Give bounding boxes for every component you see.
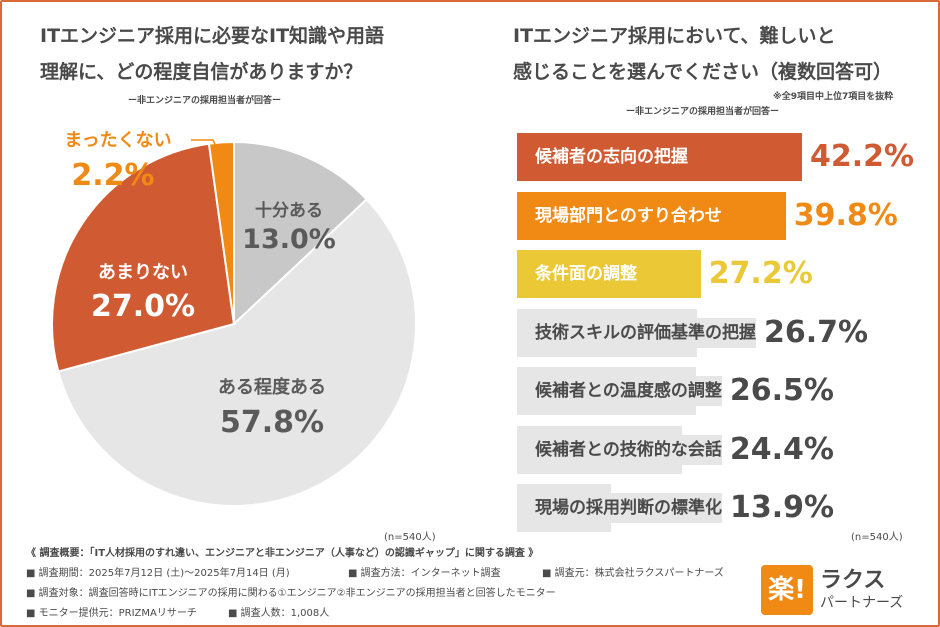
survey-org: ■ 調査元：株式会社ラクスパートナーズ (542, 568, 724, 579)
pie-subtitle: ー非エンジニアの採用担当者が回答ー (128, 96, 282, 106)
bar-value-label: 42.2% (810, 139, 915, 174)
bar-subtitle: ー非エンジニアの採用担当者が回答ー (626, 107, 780, 117)
bar-category-label: 候補者との温度感の調整 (535, 376, 722, 406)
bar-value-label: 26.7% (764, 314, 869, 350)
pie-slice-label: ある程度ある (218, 376, 326, 398)
survey-period: ■ 調査期間：2025年7月12日 (土)～2025年7月14日 (月) (26, 568, 290, 579)
pie-slice-label: 十分ある (255, 200, 323, 221)
bar-category-label: 候補者との技術的な会話 (535, 434, 722, 465)
bar (517, 250, 701, 298)
logo-subname: パートナーズ (820, 595, 904, 611)
pie-slice (51, 142, 236, 373)
bar-category-label: 現場の採用判断の標準化 (535, 493, 722, 523)
bar-sample-size: (n=540人) (851, 532, 903, 543)
pie-slice-value: 2.2% (71, 158, 154, 193)
bar-value-label: 13.9% (730, 490, 835, 525)
logo-mark: 楽! (761, 565, 813, 615)
pie-title-line2: 理解に、どの程度自信がありますか？ (40, 61, 363, 83)
logo-name: ラクス (820, 568, 886, 593)
pie-slice (233, 140, 369, 327)
survey-provider: ■ モニター提供元：PRIZMAリサーチ (26, 608, 197, 619)
pie-slice (207, 140, 235, 325)
bar-category-label: 条件面の調整 (535, 264, 637, 284)
pie-sample-size: (n=540人) (384, 532, 436, 543)
pie-slice-value: 27.0% (91, 289, 195, 324)
bar-value-label: 26.5% (729, 373, 834, 408)
bar-value-label: 24.4% (729, 431, 834, 467)
bar-value-label: 39.8% (793, 197, 898, 233)
bar-category-label: 候補者の志向の把握 (535, 147, 688, 167)
bar (517, 133, 802, 181)
bar (517, 191, 786, 240)
bar-title-line1: ITエンジニア採用において、難しいと (513, 25, 836, 47)
pie-leader-line (191, 139, 223, 161)
bar-title-line2: 感じることを選んでください（複数回答可） (513, 61, 893, 83)
survey-overview-title: 《 調査概要：「IT人材採用のすれ違い、エンジニアと非エンジニア（人事など）の認… (26, 548, 539, 559)
pie-slice-label: まったくない (64, 130, 171, 151)
pie-slice (57, 197, 417, 507)
survey-count: ■ 調査人数：1,008人 (228, 608, 330, 619)
pie-slice-value: 13.0% (242, 224, 336, 255)
pie-chart: 十分ある 13.0% ある程度ある 57.8% あまりない 27.0% まったくない 2.2% (51, 130, 417, 507)
bar-category-label: 技術スキルの評価基準の把握 (535, 317, 756, 348)
survey-method: ■ 調査方法：インターネット調査 (348, 568, 501, 579)
pie-slice-value: 57.8% (220, 405, 324, 440)
pie-slice-label: あまりない (98, 262, 188, 283)
bar-category-label: 現場部門とのすり合わせ (535, 205, 722, 226)
bar-value-label: 27.2% (708, 256, 813, 291)
pie-title-line1: ITエンジニア採用に必要なIT知識や用語 (40, 25, 385, 47)
survey-target: ■ 調査対象：調査回答時にITエンジニアの採用に関わる①エンジニア②非エンジニア… (26, 588, 556, 599)
bar-note: ※全9項目中上位7項目を抜粋 (773, 92, 894, 102)
